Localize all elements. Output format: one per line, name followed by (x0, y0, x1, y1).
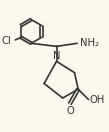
Text: OH: OH (90, 95, 105, 105)
Text: O: O (66, 106, 74, 116)
Text: N: N (53, 51, 60, 61)
Text: NH₂: NH₂ (80, 38, 99, 48)
Text: Cl: Cl (2, 36, 12, 46)
